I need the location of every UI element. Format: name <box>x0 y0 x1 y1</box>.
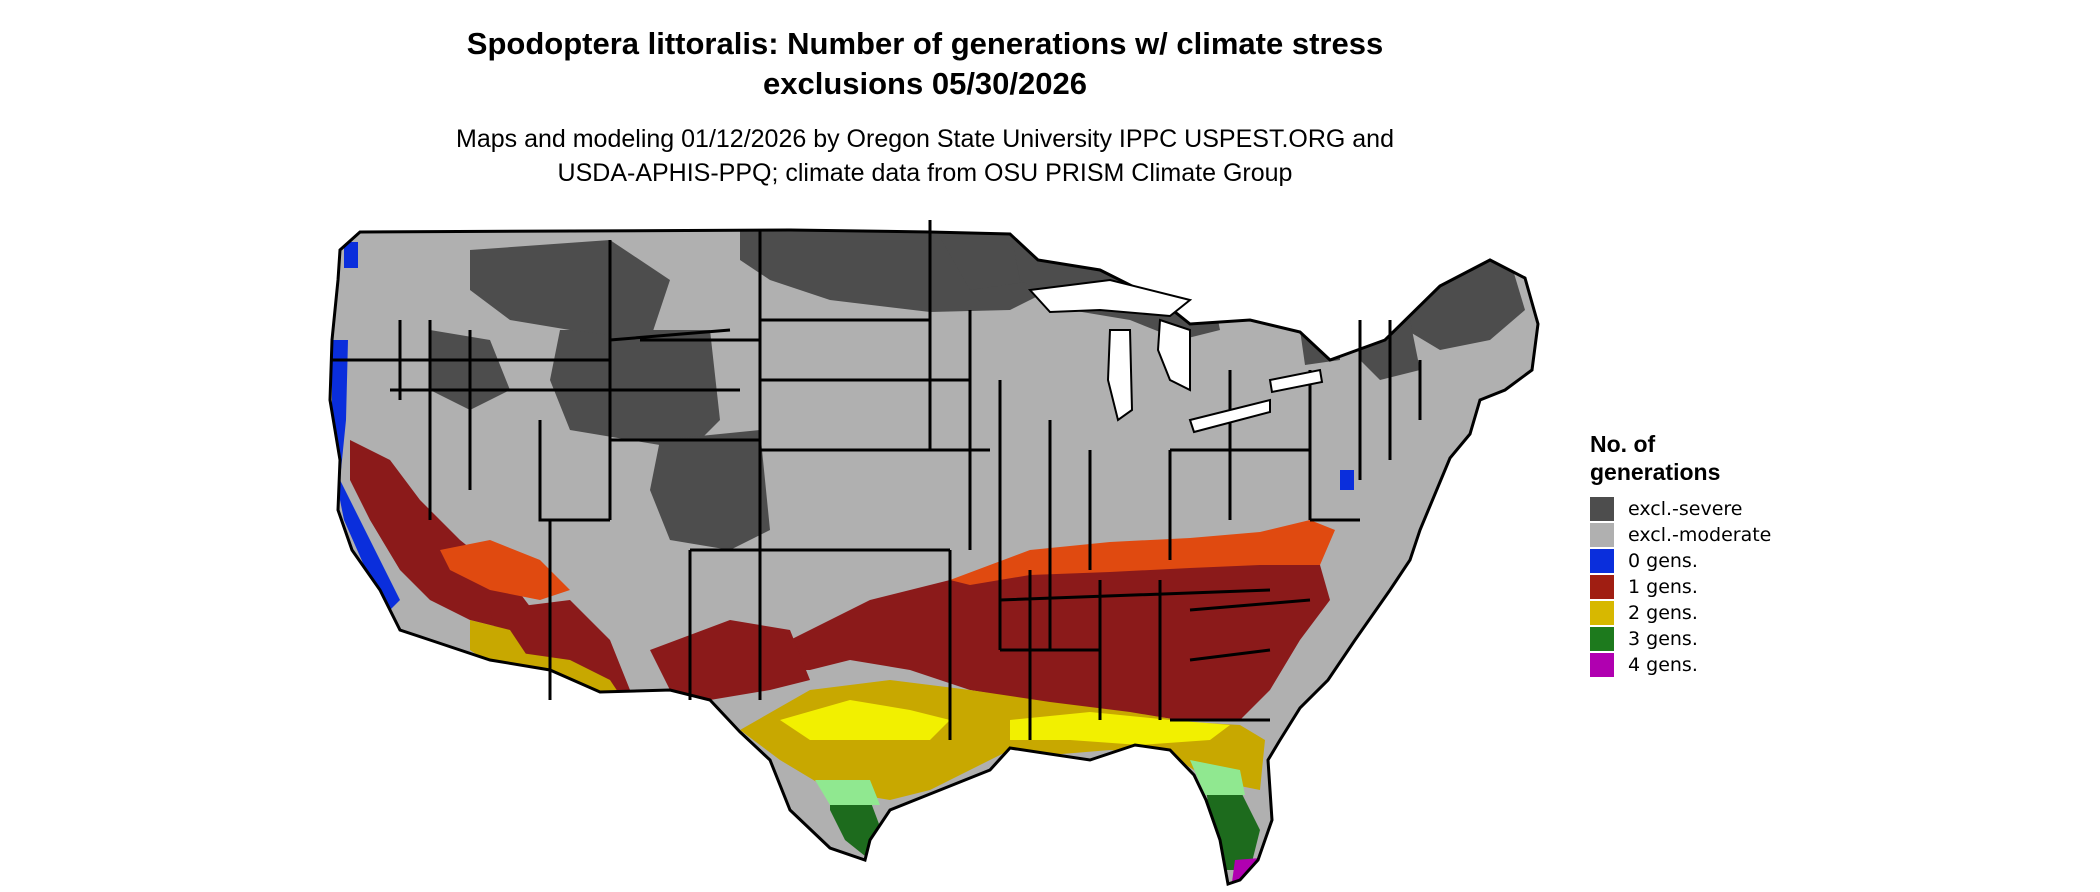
border-northeast <box>1170 320 1422 522</box>
gen0-pacific-coast <box>332 340 400 610</box>
map-subtitle-line2: USDA-APHIS-PPQ; climate data from OSU PR… <box>557 159 1293 187</box>
legend-item-0-gens: 0 gens. <box>1590 548 1890 574</box>
border-texas <box>688 548 760 700</box>
gen0-regions <box>332 242 1354 610</box>
gen2-light-texas <box>780 700 950 740</box>
legend-title-line1: No. of <box>1590 431 1656 457</box>
legend-item-4-gens: 4 gens. <box>1590 652 1890 678</box>
border-west <box>330 320 610 700</box>
lake-ontario <box>1268 368 1324 394</box>
legend-item-2-gens: 2 gens. <box>1590 600 1890 626</box>
lake-huron <box>1156 318 1191 392</box>
map-subtitle-line1: Maps and modeling 01/12/2026 by Oregon S… <box>456 125 1394 153</box>
legend-item-3-gens: 3 gens. <box>1590 626 1890 652</box>
state-borders <box>328 220 1540 886</box>
legend-swatch <box>1590 549 1614 573</box>
border-southeast <box>1170 598 1311 722</box>
border-plains <box>758 220 990 700</box>
legend-swatch <box>1590 627 1614 651</box>
lake-superior <box>1027 278 1193 318</box>
legend-label: 3 gens. <box>1628 628 1698 650</box>
legend-title-line2: generations <box>1590 459 1721 485</box>
legend-swatch <box>1590 497 1614 521</box>
border-midwest <box>968 310 1172 650</box>
gen0-puget <box>344 242 358 268</box>
border-south <box>948 550 1271 740</box>
us-generations-map <box>328 220 1540 886</box>
gen3-light-texas <box>815 780 880 805</box>
lake-erie <box>1188 398 1271 434</box>
legend-swatch <box>1590 653 1614 677</box>
legend-label: 2 gens. <box>1628 602 1698 624</box>
border-49th-parallel-interior <box>390 320 740 520</box>
gen2-light-regions <box>780 700 1230 745</box>
legend-label: excl.-severe <box>1628 498 1743 520</box>
map-title: Spodoptera littoralis: Number of generat… <box>320 24 1530 104</box>
legend: No. of generations excl.-severe excl.-mo… <box>1590 430 1890 678</box>
legend-label: excl.-moderate <box>1628 524 1772 546</box>
gen2-light-gulf <box>1010 712 1230 745</box>
legend-label: 1 gens. <box>1628 576 1698 598</box>
gen1-light-sw <box>440 540 570 600</box>
severe-colorado <box>650 430 770 550</box>
legend-swatch <box>1590 601 1614 625</box>
gen1-arizona <box>490 600 630 690</box>
legend-item-excl-severe: excl.-severe <box>1590 496 1890 522</box>
map-title-line1: Spodoptera littoralis: Number of generat… <box>466 26 1384 61</box>
map-subtitle: Maps and modeling 01/12/2026 by Oregon S… <box>320 122 1530 190</box>
gen0-chesapeake <box>1340 470 1354 490</box>
gen1-light-band <box>950 520 1335 585</box>
legend-label: 4 gens. <box>1628 654 1698 676</box>
severe-montana <box>470 240 670 340</box>
map-title-line2: exclusions 05/30/2026 <box>762 66 1087 101</box>
legend-title: No. of generations <box>1590 430 1890 486</box>
great-lakes <box>1027 278 1324 434</box>
legend-item-1-gens: 1 gens. <box>1590 574 1890 600</box>
gen1-light-regions <box>440 520 1335 600</box>
lake-michigan <box>1106 329 1134 422</box>
legend-item-excl-moderate: excl.-moderate <box>1590 522 1890 548</box>
gen3-light-florida <box>1190 760 1245 795</box>
legend-label: 0 gens. <box>1628 550 1698 572</box>
gen1-southern-belt <box>780 560 1330 720</box>
legend-swatch <box>1590 523 1614 547</box>
legend-swatch <box>1590 575 1614 599</box>
